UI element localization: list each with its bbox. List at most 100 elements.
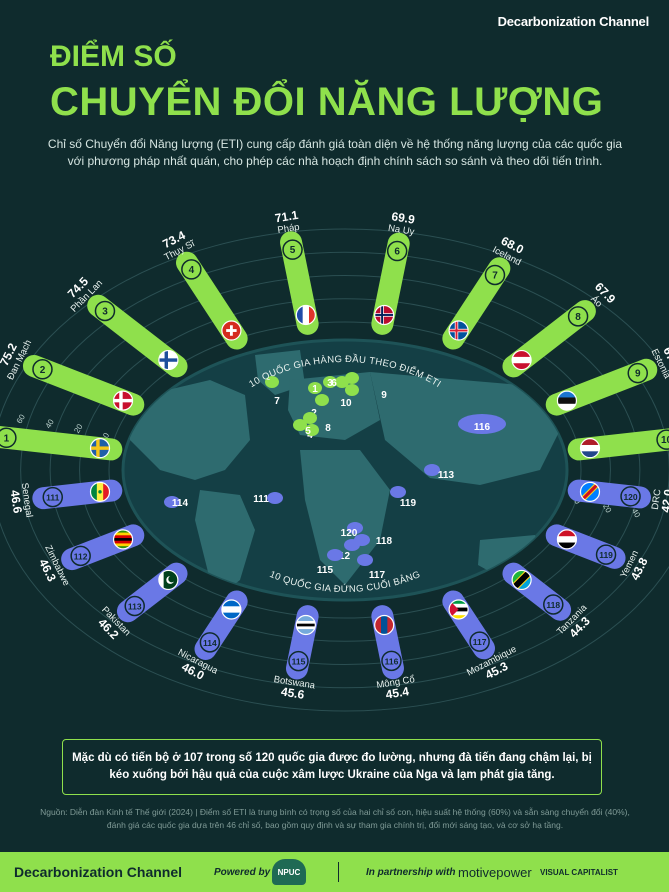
map-highlight (390, 486, 406, 498)
scale-tick-label: 0 (572, 497, 582, 506)
rank-label: 111 (46, 493, 60, 503)
rank-badge (199, 632, 221, 653)
rank-badge (0, 427, 17, 449)
key-insight-callout: Mặc dù có tiến bộ ở 107 trong số 120 quố… (62, 739, 602, 795)
scale-tick-label: 40 (44, 417, 57, 430)
flag-netherlands-icon (580, 438, 600, 458)
map-highlight (458, 414, 506, 434)
map-highlight (308, 382, 322, 394)
flag-tanzania-icon (512, 570, 532, 590)
rank-label: 112 (74, 551, 88, 561)
rank-badge (656, 429, 669, 450)
flag-iceland-icon (449, 321, 469, 341)
flag-nicaragua-icon (221, 599, 241, 619)
motivepower-logo: motivepower (458, 864, 532, 880)
npuc-logo: NPUC (272, 852, 306, 892)
flag-switzerland-icon (221, 321, 241, 341)
country-name: Senegal (19, 482, 35, 518)
rank-badge (381, 650, 402, 672)
rank-badge (94, 300, 116, 322)
map-highlight (305, 424, 319, 436)
rank-label: 115 (292, 657, 306, 667)
scale-tick-label: 60 (15, 412, 28, 425)
flag-yemen-icon (557, 529, 577, 549)
flag-estonia-icon (557, 391, 577, 411)
page-title: CHUYỂN ĐỔI NĂNG LƯỢNG (50, 80, 604, 124)
rank-badge (282, 239, 303, 260)
npuc-logo-text: NPUC (272, 859, 306, 885)
scale-arc (20, 251, 669, 689)
map-rank-label: 111 (253, 494, 269, 505)
score-value: 71.1 (274, 208, 300, 226)
map-rank-label: 10 (340, 398, 352, 409)
map-rank-label: 9 (381, 390, 387, 401)
map-highlight (357, 554, 373, 566)
flag-norway-icon (374, 305, 394, 325)
score-value: 46.6 (8, 489, 25, 514)
flag-zimbabwe-icon (113, 529, 133, 549)
rank-badge (620, 486, 641, 507)
map-highlight (323, 376, 337, 388)
visual-capitalist-logo: VISUAL CAPITALIST (540, 867, 618, 877)
scale-tick-label: 40 (630, 507, 643, 520)
rank-badge (70, 545, 91, 567)
map-highlight (267, 492, 283, 504)
map-rank-label: 1 (312, 384, 318, 395)
map-rank-label: 3 (327, 378, 333, 389)
rank-badge (627, 362, 649, 384)
source-note: Nguồn: Diễn đàn Kinh tế Thế giới (2024) … (40, 807, 630, 830)
rank-label: 4 (189, 265, 195, 276)
rank-badge (543, 594, 564, 615)
scale-arc (49, 275, 641, 665)
map-highlight (345, 372, 359, 384)
rank-badge (567, 306, 589, 327)
rank-label: 116 (385, 656, 399, 666)
powered-by-label: Powered by (214, 866, 271, 878)
map-rank-label: 8 (325, 423, 331, 434)
map-rank-label: 116 (474, 422, 491, 433)
rank-label: 8 (575, 312, 581, 323)
map-highlight (347, 522, 363, 534)
flag-finland-icon (158, 350, 178, 370)
map-highlight (327, 549, 343, 561)
score-value: 45.4 (385, 684, 411, 702)
map-highlight (345, 384, 359, 396)
map-rank-label: 6 (331, 378, 337, 389)
rank-label: 3 (102, 306, 108, 317)
flag-france-icon (296, 305, 316, 325)
score-value: 45.6 (280, 684, 306, 702)
scale-tick-label: 0 (101, 431, 111, 440)
rank-label: 5 (290, 245, 296, 256)
score-value: 67.8 (660, 345, 669, 372)
flag-mozambique-icon (449, 599, 469, 619)
map-rank-label: 118 (376, 536, 393, 547)
map-rank-label: 7 (274, 396, 280, 407)
map-highlight (354, 534, 370, 546)
score-value: 42.0 (659, 488, 669, 513)
rank-label: 119 (599, 550, 613, 560)
map-highlight (315, 394, 329, 406)
title-line-1: ĐIỂM SỐ (50, 40, 177, 73)
rank-badge (484, 264, 506, 286)
map-highlight (265, 376, 279, 388)
rank-label: 10 (661, 435, 669, 446)
footer-bar: Decarbonization Channel Powered by NPUC … (0, 852, 669, 892)
rank-badge (288, 650, 309, 672)
score-value: 69.9 (391, 209, 417, 227)
flag-pakistan-icon (158, 570, 178, 590)
rank-badge (469, 631, 490, 652)
rank-badge (124, 595, 145, 617)
